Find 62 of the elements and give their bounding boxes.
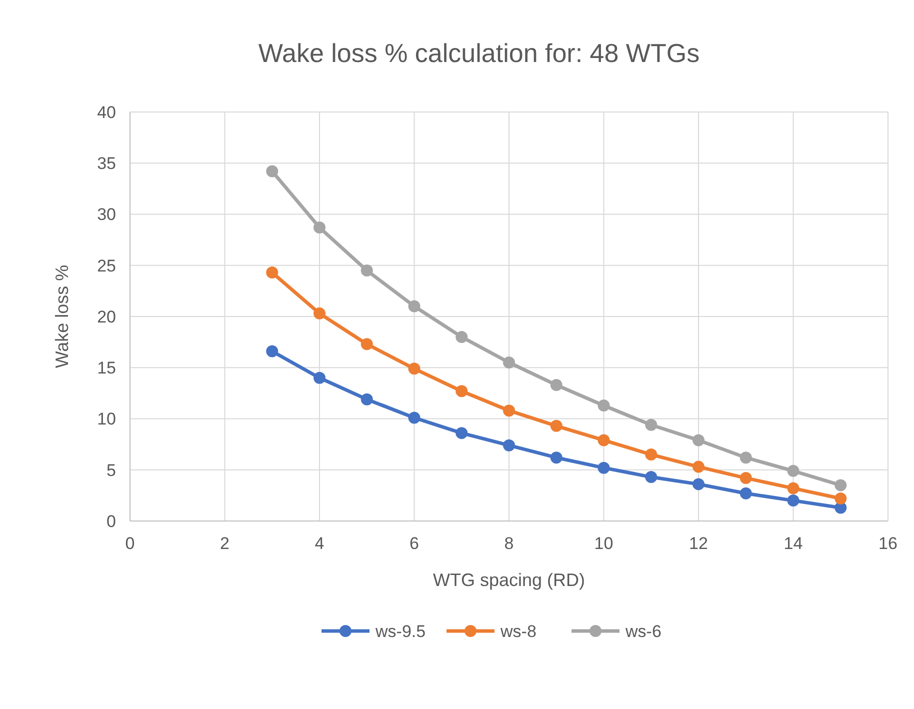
y-tick-label: 40	[97, 102, 116, 122]
point	[740, 452, 752, 464]
y-tick-label: 15	[97, 358, 116, 378]
point	[692, 478, 704, 490]
y-tick-label: 0	[106, 512, 116, 531]
point	[598, 434, 610, 446]
point	[787, 494, 800, 507]
y-tick-label: 5	[106, 460, 116, 480]
y-tick-label: 10	[97, 410, 116, 429]
legend-label: ws-6	[624, 622, 662, 641]
x-tick-label: 12	[689, 534, 708, 553]
point	[834, 492, 847, 505]
y-tick-label: 35	[97, 154, 116, 174]
x-axis-title: WTG spacing (RD)	[432, 570, 586, 590]
y-tick-label: 25	[97, 256, 116, 276]
point	[645, 418, 658, 431]
point	[360, 338, 373, 350]
point	[645, 448, 658, 461]
point	[408, 412, 420, 424]
point	[360, 393, 373, 406]
point	[834, 479, 847, 492]
legend-label: ws-9.5	[374, 622, 426, 641]
chart-title: Wake loss % calculation for: 48 WTGs	[258, 38, 700, 68]
point	[266, 266, 278, 279]
x-tick-label: 16	[878, 534, 898, 553]
y-tick-label: 30	[97, 205, 116, 224]
point	[740, 487, 752, 500]
point	[314, 307, 326, 320]
x-tick-label: 14	[784, 534, 803, 553]
point	[692, 460, 704, 473]
point	[266, 345, 278, 358]
point	[266, 165, 278, 178]
point	[692, 434, 704, 446]
point	[503, 439, 515, 452]
x-tick-label: 0	[125, 534, 135, 553]
point	[740, 472, 752, 484]
point	[456, 385, 468, 398]
x-tick-label: 2	[220, 534, 230, 553]
point	[787, 482, 800, 494]
point	[598, 399, 610, 412]
legend-label: ws-8	[500, 622, 536, 641]
x-tick-label: 10	[594, 534, 614, 553]
point	[456, 330, 468, 343]
point	[314, 222, 326, 234]
point	[360, 264, 373, 276]
y-tick-label: 20	[97, 307, 116, 326]
point	[645, 471, 658, 484]
x-tick-label: 6	[410, 534, 419, 553]
point	[503, 356, 515, 369]
point	[550, 420, 562, 432]
point	[314, 372, 326, 384]
point	[550, 379, 562, 392]
x-tick-label: 4	[314, 534, 324, 553]
point	[503, 404, 515, 417]
point	[408, 300, 420, 312]
point	[550, 452, 562, 464]
point	[408, 362, 420, 375]
point	[598, 462, 610, 474]
point	[787, 464, 800, 477]
x-tick-label: 8	[504, 534, 514, 553]
y-axis-title: Wake loss %	[52, 264, 72, 368]
point	[456, 427, 468, 440]
